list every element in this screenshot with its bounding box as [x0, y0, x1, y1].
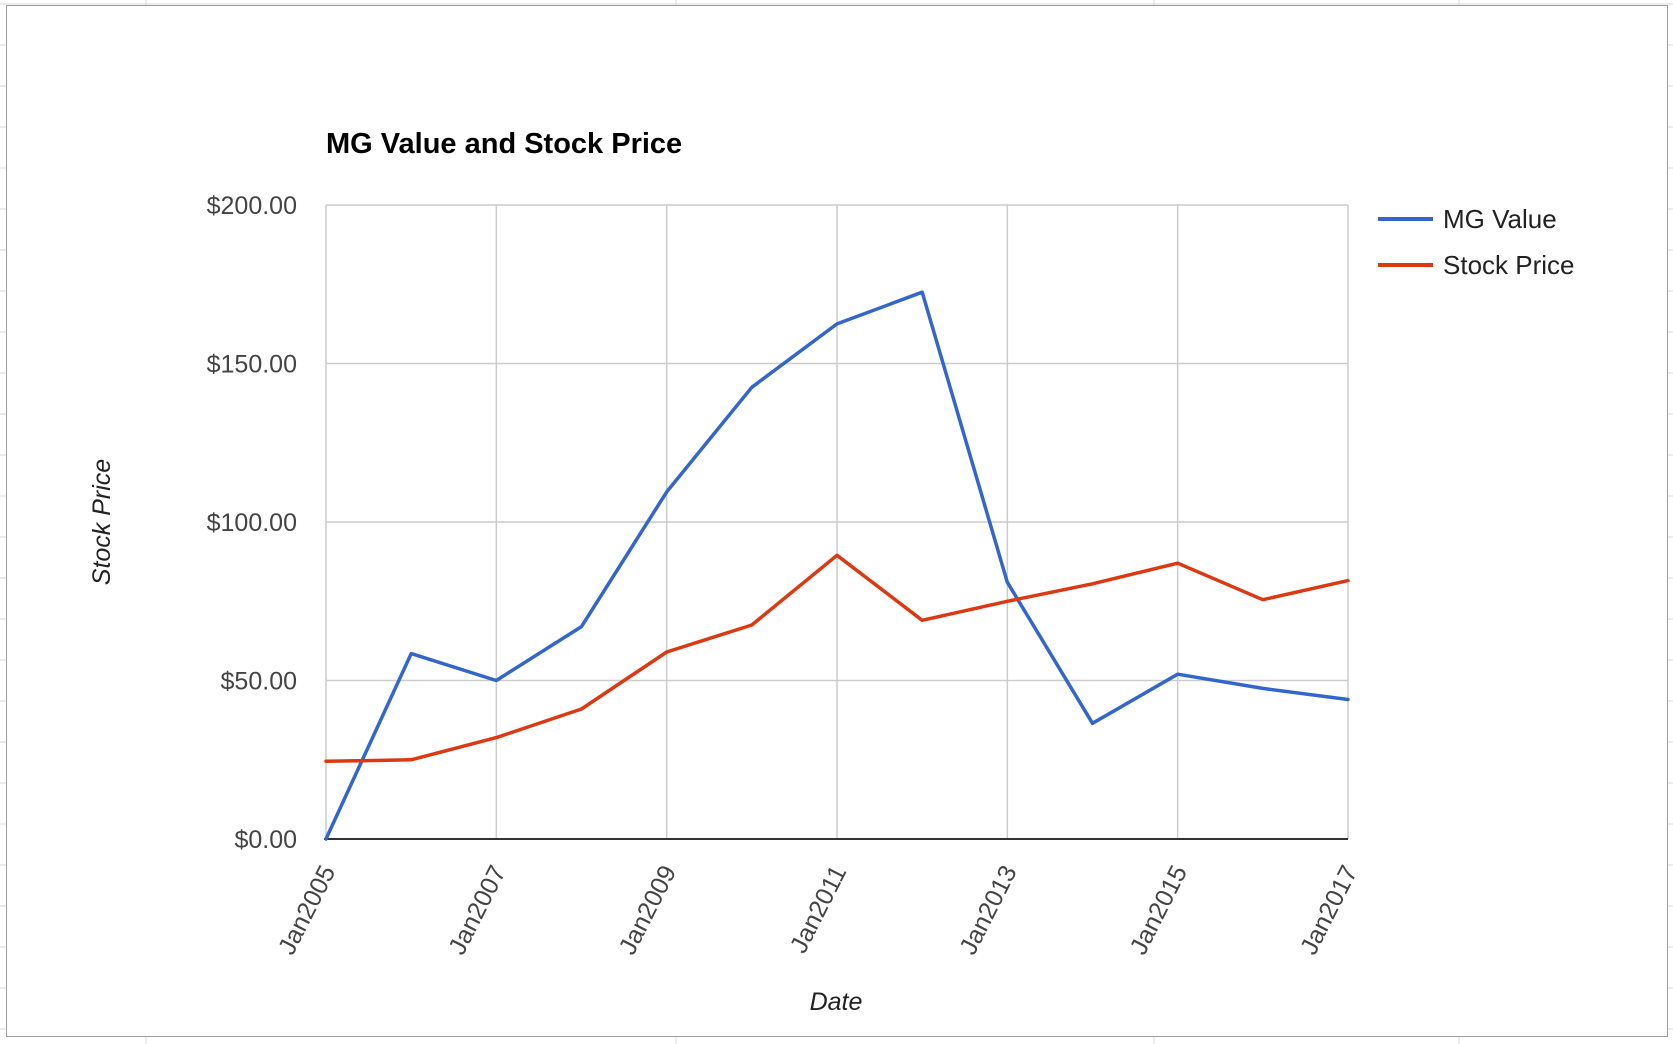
series-line-1[interactable] — [324, 553, 1350, 764]
x-axis-title: Date — [810, 988, 863, 1016]
y-tick-label: $0.00 — [234, 826, 297, 854]
y-tick-label: $50.00 — [221, 668, 297, 696]
x-tick-label: Jan2011 — [785, 861, 853, 958]
x-tick-label: Jan2007 — [443, 861, 512, 959]
y-tick-label: $150.00 — [207, 351, 297, 379]
chart-grid — [324, 204, 1349, 840]
x-tick-label: Jan2015 — [1125, 861, 1194, 959]
y-tick-label: $100.00 — [207, 509, 297, 537]
axis-ticks: $0.00 $50.00 $100.00 $150.00 $200.00 Jan2005 J… — [207, 192, 1364, 959]
chart-title: MG Value and Stock Price — [326, 128, 682, 160]
x-tick-label: Jan2005 — [273, 861, 342, 959]
y-tick-label: $200.00 — [207, 192, 297, 220]
x-tick-label: Jan2017 — [1295, 861, 1364, 959]
chart-series — [324, 290, 1350, 841]
chart-legend[interactable]: MG Value Stock Price — [1378, 204, 1575, 280]
legend-label: MG Value — [1443, 204, 1557, 234]
y-axis-title: Stock Price — [88, 459, 116, 585]
legend-label: Stock Price — [1443, 250, 1575, 280]
series-line-0[interactable] — [324, 290, 1350, 841]
x-tick-label: Jan2013 — [954, 861, 1023, 959]
x-tick-label: Jan2009 — [614, 861, 683, 959]
